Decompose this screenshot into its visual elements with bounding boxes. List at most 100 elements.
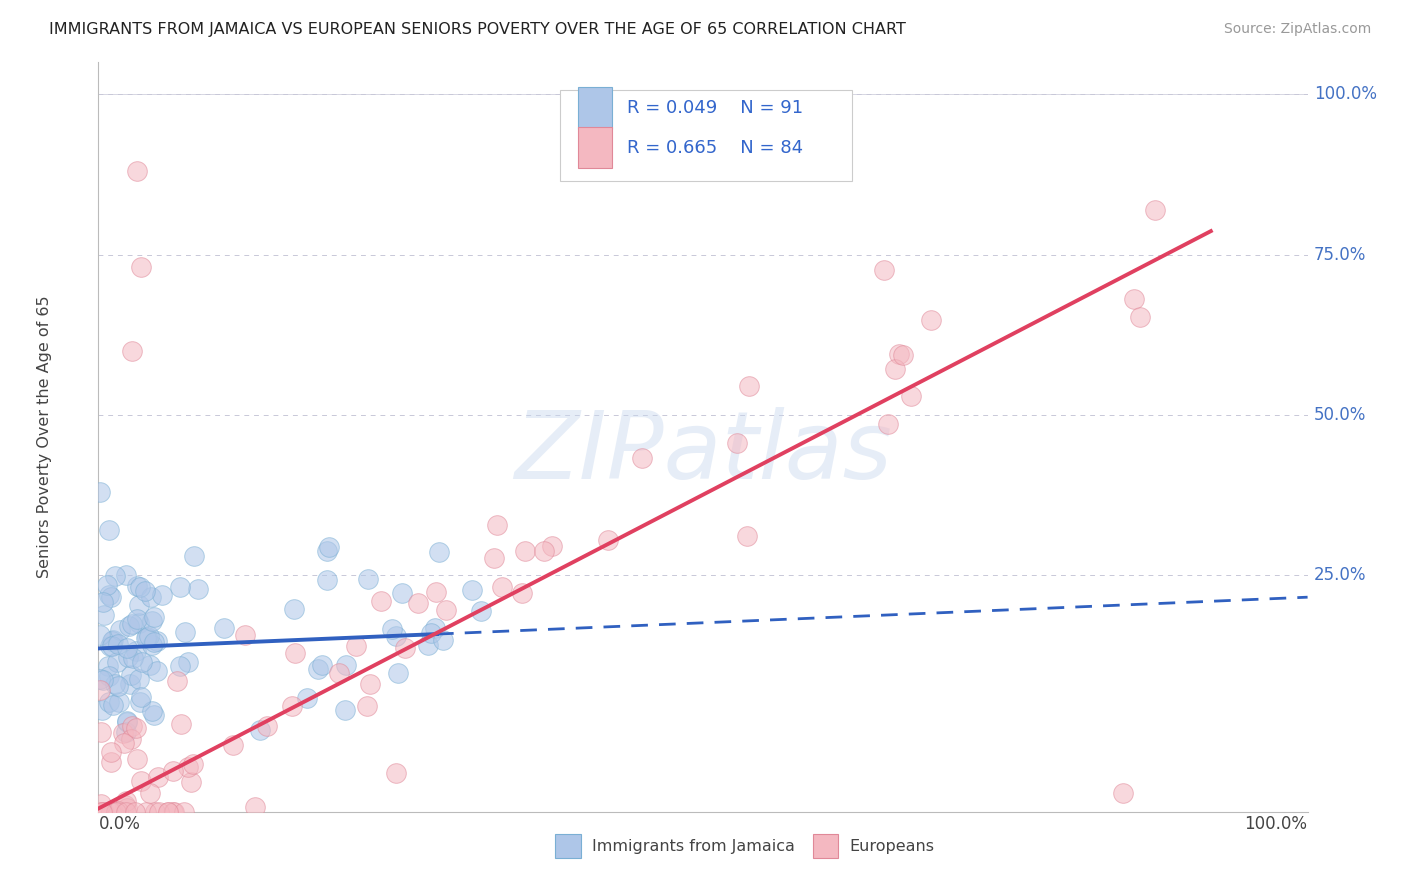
Point <box>513 543 536 558</box>
Point <box>416 638 439 652</box>
Point <box>101 698 124 712</box>
Point <box>135 630 157 644</box>
Point <box>900 389 922 403</box>
Point <box>387 665 409 680</box>
Point <box>93 595 115 609</box>
Point <box>295 690 318 705</box>
Point <box>166 673 188 688</box>
Point <box>391 585 413 599</box>
Point <box>491 580 513 594</box>
Text: 75.0%: 75.0% <box>1313 245 1367 263</box>
Text: Immigrants from Jamaica: Immigrants from Jamaica <box>592 838 794 854</box>
Point <box>877 417 900 431</box>
Point <box>141 638 163 652</box>
Point <box>162 805 184 819</box>
Point <box>280 698 302 713</box>
Point <box>1143 202 1166 217</box>
Point <box>148 805 170 819</box>
Point <box>344 639 367 653</box>
Point <box>311 657 333 672</box>
Point <box>108 623 131 637</box>
Point <box>121 343 143 358</box>
Point <box>107 804 129 818</box>
Point <box>307 662 329 676</box>
Point <box>120 677 142 691</box>
Text: R = 0.049    N = 91: R = 0.049 N = 91 <box>627 99 803 117</box>
Point <box>98 588 121 602</box>
Text: 50.0%: 50.0% <box>1313 406 1367 424</box>
Point <box>89 805 111 819</box>
Point <box>598 533 620 548</box>
Point <box>115 714 138 729</box>
Point <box>100 590 122 604</box>
Point <box>115 805 138 819</box>
Point <box>359 677 381 691</box>
Point <box>117 714 139 729</box>
Point <box>127 612 149 626</box>
Bar <box>578 127 613 169</box>
Point <box>127 164 149 178</box>
Point <box>100 805 122 819</box>
Point <box>385 629 408 643</box>
Point <box>105 805 128 819</box>
Point <box>135 805 157 819</box>
Point <box>169 659 191 673</box>
Point <box>169 580 191 594</box>
Point <box>107 679 129 693</box>
Point <box>142 635 165 649</box>
Point <box>117 650 139 665</box>
Point <box>104 568 127 582</box>
Point <box>100 756 122 770</box>
Point <box>90 805 112 819</box>
Text: 25.0%: 25.0% <box>1313 566 1367 583</box>
Point <box>887 346 910 360</box>
Point <box>162 805 184 819</box>
Point <box>90 703 112 717</box>
Point <box>129 580 152 594</box>
Point <box>138 629 160 643</box>
Point <box>434 602 457 616</box>
Point <box>121 617 143 632</box>
Point <box>920 313 942 327</box>
Point <box>141 704 163 718</box>
Point <box>427 545 450 559</box>
Point <box>100 639 122 653</box>
Text: ZIPatlas: ZIPatlas <box>515 407 891 498</box>
Point <box>114 725 136 739</box>
Point <box>146 634 169 648</box>
Point <box>89 672 111 686</box>
Point <box>139 590 162 604</box>
Point <box>129 773 152 788</box>
Point <box>425 621 447 635</box>
Point <box>212 621 235 635</box>
Point <box>139 786 162 800</box>
Text: Source: ZipAtlas.com: Source: ZipAtlas.com <box>1223 22 1371 37</box>
Point <box>103 632 125 647</box>
Point <box>127 752 149 766</box>
Point <box>1112 785 1135 799</box>
Point <box>89 628 111 642</box>
Point <box>90 724 112 739</box>
Point <box>125 579 148 593</box>
Text: R = 0.665    N = 84: R = 0.665 N = 84 <box>627 138 803 157</box>
Point <box>157 805 180 819</box>
Point <box>101 805 124 819</box>
Point <box>142 610 165 624</box>
Text: IMMIGRANTS FROM JAMAICA VS EUROPEAN SENIORS POVERTY OVER THE AGE OF 65 CORRELATI: IMMIGRANTS FROM JAMAICA VS EUROPEAN SENI… <box>49 22 905 37</box>
Text: 100.0%: 100.0% <box>1244 815 1308 833</box>
Point <box>725 435 748 450</box>
Point <box>169 717 191 731</box>
Point <box>432 633 454 648</box>
Point <box>96 578 118 592</box>
Point <box>385 765 408 780</box>
Point <box>406 597 429 611</box>
Point <box>183 549 205 563</box>
Point <box>98 639 121 653</box>
Point <box>93 673 115 687</box>
Point <box>121 719 143 733</box>
Point <box>630 450 652 465</box>
Point <box>124 805 146 819</box>
Point <box>93 805 115 819</box>
Point <box>173 805 195 819</box>
Point <box>249 723 271 737</box>
